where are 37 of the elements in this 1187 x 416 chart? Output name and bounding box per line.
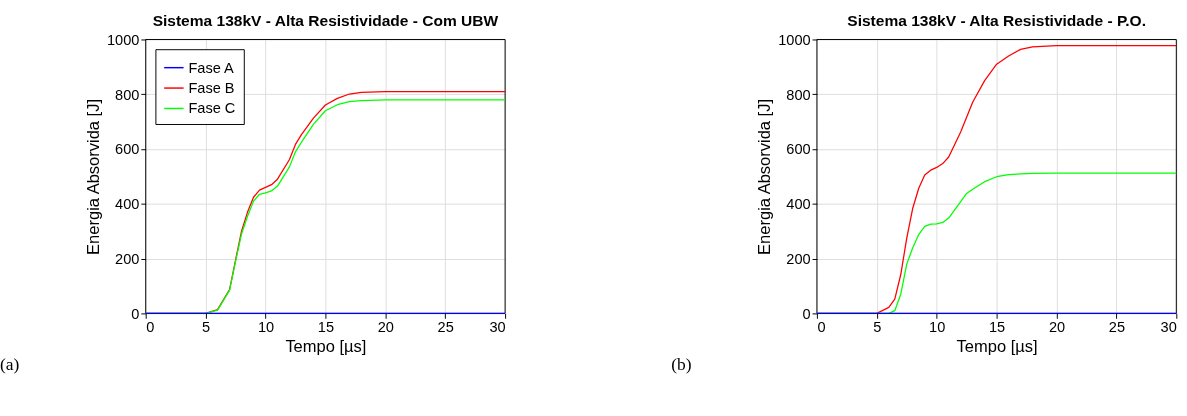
x-tick-label: 25 bbox=[1108, 319, 1125, 336]
x-tick-label: 30 bbox=[1160, 319, 1177, 336]
y-tick-label: 800 bbox=[786, 86, 811, 103]
legend-label: Fase B bbox=[188, 79, 235, 96]
legend-label: Fase C bbox=[188, 100, 236, 117]
y-tick-label: 200 bbox=[115, 250, 140, 267]
y-tick-label: 1000 bbox=[106, 31, 140, 48]
y-tick-label: 400 bbox=[786, 196, 811, 213]
x-tick-label: 20 bbox=[377, 319, 394, 336]
y-axis-title: Energia Absorvida [J] bbox=[84, 98, 103, 255]
text: (a) bbox=[0, 353, 20, 374]
x-tick-label: 0 bbox=[146, 319, 155, 336]
y-axis-title: Energia Absorvida [J] bbox=[755, 98, 774, 255]
y-tick-label: 0 bbox=[802, 305, 811, 322]
x-tick-label: 30 bbox=[489, 319, 506, 336]
y-tick-label: 200 bbox=[786, 250, 811, 267]
y-tick-label: 800 bbox=[115, 86, 140, 103]
y-tick-label: 400 bbox=[115, 196, 140, 213]
y-tick-label: 600 bbox=[115, 141, 140, 158]
x-tick-label: 0 bbox=[817, 319, 826, 336]
x-tick-label: 25 bbox=[437, 319, 454, 336]
x-tick-label: 10 bbox=[257, 319, 275, 336]
text: (b) bbox=[671, 353, 692, 374]
x-tick-label: 5 bbox=[873, 319, 882, 336]
y-tick-label: 600 bbox=[786, 141, 811, 158]
y-tick-label: 1000 bbox=[778, 31, 811, 48]
chart-title: Sistema 138kV - Alta Resistividade - Com UBW bbox=[152, 11, 499, 29]
legend-label: Fase A bbox=[188, 59, 235, 76]
y-tick-label: 0 bbox=[131, 305, 140, 322]
x-tick-label: 15 bbox=[989, 319, 1006, 336]
x-axis-title: Tempo [µs] bbox=[285, 336, 367, 355]
x-tick-label: 10 bbox=[929, 319, 946, 336]
x-tick-label: 20 bbox=[1048, 319, 1066, 336]
x-tick-label: 5 bbox=[202, 319, 211, 336]
x-tick-label: 15 bbox=[317, 319, 334, 336]
chart-title: Sistema 138kV - Alta Resistividade - P.O. bbox=[847, 11, 1146, 29]
x-axis-title: Tempo [µs] bbox=[956, 336, 1038, 355]
